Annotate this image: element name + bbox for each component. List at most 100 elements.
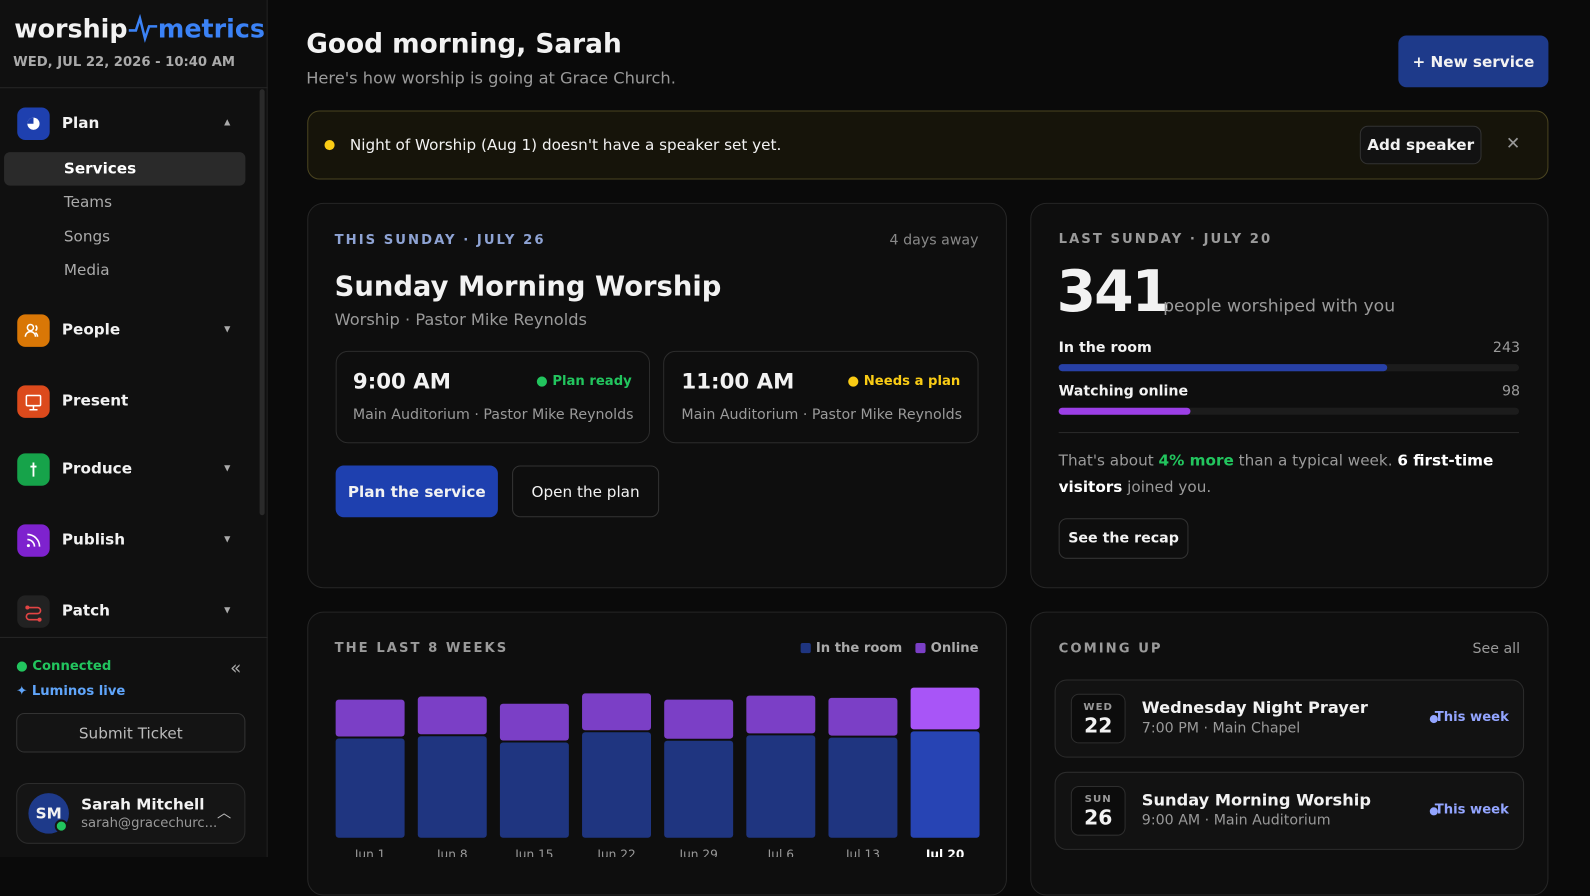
tag-dot — [1429, 715, 1438, 724]
nav-subitem[interactable]: Teams — [63, 192, 113, 211]
page: worship metrics WED, JUL 22, 2026 - 10:40… — [0, 0, 1549, 896]
icon-glyph — [24, 323, 39, 337]
event-row[interactable] — [1054, 679, 1525, 758]
nav-item[interactable]: Produce — [61, 459, 133, 478]
submit-ticket[interactable]: Submit Ticket — [16, 712, 246, 753]
icon-glyph — [25, 394, 42, 411]
patch-icon — [17, 595, 50, 628]
divider — [0, 636, 268, 638]
nav-item[interactable]: Publish — [61, 530, 126, 549]
people-icon — [17, 314, 50, 347]
date-box — [1070, 786, 1126, 836]
bar-segment — [910, 731, 980, 838]
x-tick-label: Jul 20 — [925, 847, 964, 857]
legend-label: Online — [931, 641, 979, 656]
avatar: SM — [28, 793, 69, 834]
bar-segment — [828, 697, 898, 736]
event-weekday: SUN — [1084, 794, 1112, 806]
bar-segment — [499, 703, 569, 741]
event-detail: 9:00 AM · Main Auditorium — [1141, 812, 1331, 829]
logo-left: worship — [14, 14, 128, 44]
nav-subitem[interactable]: Services — [63, 159, 137, 178]
service-subtitle: Worship · Pastor Mike Reynolds — [334, 309, 587, 330]
tag-dot — [1429, 807, 1438, 816]
metric-value: 98 — [1501, 383, 1521, 400]
service-time: 11:00 AM — [681, 369, 795, 394]
nav-subitem[interactable]: Songs — [63, 227, 111, 246]
new-service-button[interactable]: + New service — [1398, 35, 1549, 88]
caret[interactable]: ▼ — [224, 605, 231, 615]
total-caption: people worshiped with you — [1163, 296, 1396, 317]
card-label: COMING UP — [1058, 641, 1163, 657]
caret[interactable]: ▼ — [224, 463, 231, 473]
x-tick-label: Jun 8 — [436, 847, 468, 857]
event-weekday: WED — [1083, 701, 1113, 713]
alert — [307, 110, 1549, 180]
plan-service-button[interactable]: Plan the service — [335, 465, 498, 518]
bar-segment — [828, 737, 898, 838]
nav-item[interactable]: People — [61, 320, 121, 339]
x-tick-label: Jun 1 — [354, 847, 386, 857]
logo: worship metrics — [14, 13, 265, 44]
countdown: 4 days away — [889, 232, 979, 249]
add-speaker-button[interactable]: Add speaker — [1359, 125, 1482, 165]
nav-item[interactable]: Patch — [61, 601, 110, 620]
icon-glyph — [26, 533, 41, 548]
service-time-box[interactable] — [663, 350, 979, 444]
publish-icon — [17, 524, 50, 557]
summary-text: That's about — [1058, 451, 1159, 470]
active-bg — [4, 152, 246, 186]
summary: That's about 4% more than a typical week… — [1059, 447, 1519, 500]
icon-glyph — [27, 117, 40, 130]
status-text: Connected — [32, 658, 112, 674]
see-all-link[interactable]: See all — [1472, 640, 1521, 658]
this-sunday-card — [307, 202, 1007, 589]
service-location: Main Auditorium · Pastor Mike Reynolds — [352, 406, 634, 423]
recap-button[interactable]: See the recap — [1058, 518, 1189, 559]
bar-segment — [910, 687, 980, 730]
nav-subitem[interactable]: Media — [63, 260, 110, 279]
service-time-box[interactable] — [335, 350, 650, 444]
user-menu-caret[interactable]: ︿ — [217, 805, 232, 822]
alert-text: Night of Worship (Aug 1) doesn't have a … — [349, 135, 782, 155]
logo-pulse — [128, 13, 157, 44]
plan-icon — [17, 107, 50, 140]
progress-fill — [1058, 364, 1387, 372]
service-time: 9:00 AM — [352, 369, 451, 394]
legend-swatch — [800, 643, 811, 654]
metric-label: In the room — [1058, 339, 1152, 356]
caret[interactable]: ▲ — [224, 117, 231, 127]
bar-segment — [499, 742, 569, 838]
icon-glyph — [30, 462, 37, 477]
alert-dot — [324, 139, 335, 151]
divider — [0, 87, 268, 89]
date-box — [1070, 693, 1126, 744]
user-email: sarah@gracechurc... — [81, 815, 218, 832]
subtitle: Here's how worship is going at Grace Chu… — [306, 68, 676, 88]
event-title: Sunday Morning Worship — [1141, 790, 1371, 810]
status-connected: ● Connected — [16, 658, 112, 674]
caret[interactable]: ▼ — [224, 534, 231, 544]
legend-label: In the room — [816, 641, 902, 656]
event-row[interactable] — [1054, 771, 1525, 850]
summary-text: than a typical week. — [1233, 451, 1398, 470]
scrollbar — [259, 89, 265, 516]
x-tick-label: Jun 22 — [596, 847, 635, 857]
last-sunday-card — [1030, 202, 1549, 589]
status-text: Needs a plan — [863, 373, 961, 389]
dismiss-button[interactable]: ✕ — [1505, 133, 1521, 155]
bar-segment — [582, 732, 652, 838]
status-text: Plan ready — [552, 373, 632, 389]
summary-highlight: 4% more — [1158, 451, 1234, 470]
open-plan-button[interactable]: Open the plan — [512, 465, 660, 518]
chart: THE LAST 8 WEEKS Online In the room Jun 1 Ju… — [335, 641, 980, 857]
bar-segment — [664, 740, 734, 838]
collapse-button[interactable]: « — [230, 657, 242, 680]
nav-item[interactable]: Present — [61, 391, 129, 410]
nav-item[interactable]: Plan — [61, 113, 100, 132]
card-label: THIS SUNDAY · JULY 26 — [334, 232, 546, 248]
caret[interactable]: ▼ — [224, 324, 231, 334]
event-detail: 7:00 PM · Main Chapel — [1141, 720, 1301, 737]
service-location: Main Auditorium · Pastor Mike Reynolds — [681, 406, 963, 423]
x-tick-label: Jun 15 — [514, 847, 553, 857]
